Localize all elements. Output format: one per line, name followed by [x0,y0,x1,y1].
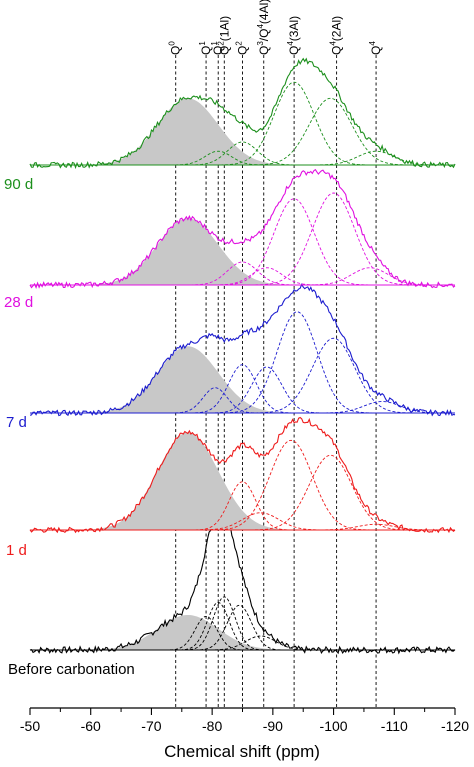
spectrum-line [29,283,456,417]
series-label: 1 d [6,542,27,559]
series-label: 7 d [6,414,27,431]
reference-label: Q1 [198,41,213,55]
reference-label: Q2 [235,41,250,55]
spectrum-2: 7 d [6,283,456,431]
series-label: 28 d [4,294,33,311]
series-layer: Before carbonation 1 d 7 d 28 d 90 d [4,57,456,678]
reference-label: Q4(3Al) [286,16,301,55]
spectrum-line [29,57,456,170]
x-tick-label: -70 [141,718,161,734]
x-tick-label: -80 [202,718,222,734]
x-tick-label: -110 [381,718,408,734]
x-tick-label: -50 [20,718,40,734]
reference-label: Q1 [210,41,225,55]
x-tick-label: -120 [441,718,469,734]
spectrum-line [29,416,456,534]
x-axis-title: Chemical shift (ppm) [164,742,320,761]
spectrum-4: 90 d [4,57,456,193]
x-tick-label: -100 [320,718,348,734]
reference-label: Q4 [368,41,383,55]
x-tick-label: -90 [263,718,283,734]
series-label: Before carbonation [8,661,135,678]
spectrum-0: Before carbonation [8,506,456,678]
reference-label: Q0 [168,41,183,55]
series-label: 90 d [4,176,33,193]
fitted-component [30,601,455,651]
reference-label: Q4(2Al) [329,16,344,55]
spectrum-line [29,168,456,290]
spectrum-3: 28 d [4,168,456,311]
spectrum-line [29,506,456,655]
reference-label: Q3/Q4(4Al) [256,0,271,55]
spectrum-1: 1 d [6,416,456,559]
x-tick-label: -60 [81,718,101,734]
reference-label: Q2(1Al) [216,16,231,55]
x-axis: -50 -60 -70 -80 -90 -100 -110 -120 [20,707,469,734]
